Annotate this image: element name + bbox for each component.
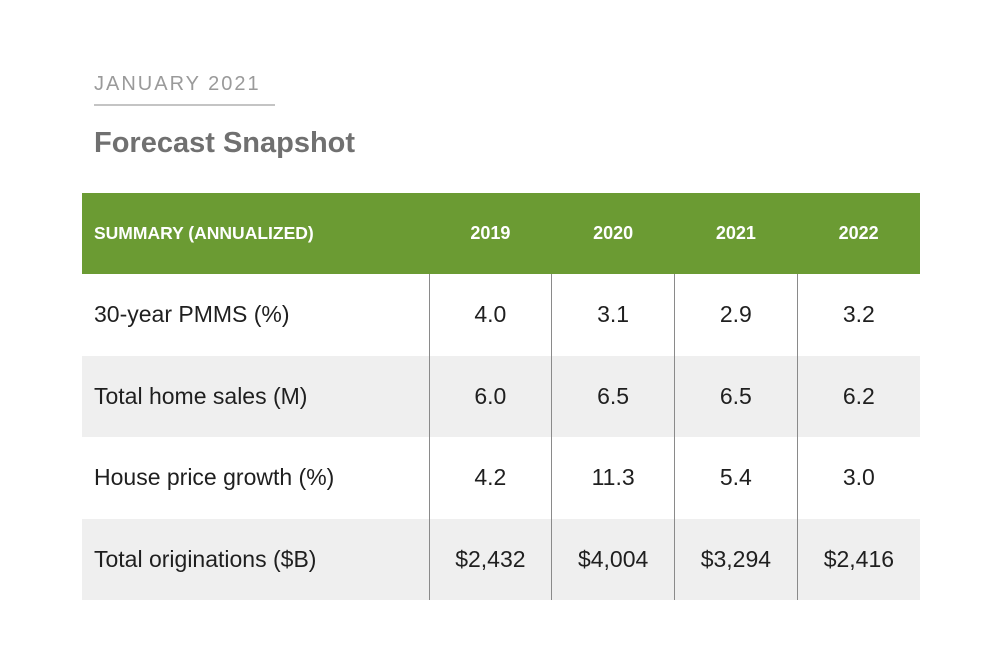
column-header-2021: 2021 bbox=[674, 193, 798, 274]
column-header-2022: 2022 bbox=[797, 193, 920, 274]
table-row: Total originations ($B) $2,432 $4,004 $3… bbox=[82, 518, 920, 600]
forecast-table: SUMMARY (ANNUALIZED) 2019 2020 2021 2022… bbox=[82, 193, 920, 600]
cell-originations-2020: $4,004 bbox=[551, 518, 675, 600]
date-underline bbox=[94, 104, 275, 106]
row-label-originations: Total originations ($B) bbox=[82, 518, 429, 600]
cell-home-sales-2019: 6.0 bbox=[428, 355, 552, 437]
row-label-home-sales: Total home sales (M) bbox=[82, 355, 429, 437]
cell-price-growth-2020: 11.3 bbox=[551, 437, 675, 519]
cell-originations-2019: $2,432 bbox=[428, 518, 552, 600]
row-label-price-growth: House price growth (%) bbox=[94, 464, 335, 491]
table-header-row: SUMMARY (ANNUALIZED) 2019 2020 2021 2022 bbox=[82, 193, 920, 274]
cell-price-growth-2019: 4.2 bbox=[428, 437, 552, 519]
cell-pmms-2019: 4.0 bbox=[428, 274, 552, 356]
column-header-2020: 2020 bbox=[551, 193, 675, 274]
table-row: 30-year PMMS (%) 4.0 3.1 2.9 3.2 bbox=[82, 274, 920, 356]
cell-home-sales-2021: 6.5 bbox=[674, 355, 798, 437]
table-row: House price growth (%) 4.2 11.3 5.4 3.0 bbox=[82, 437, 920, 519]
table-row: Total home sales (M) 6.0 6.5 6.5 6.2 bbox=[82, 355, 920, 437]
date-label: JANUARY 2021 bbox=[94, 73, 261, 95]
cell-originations-2021: $3,294 bbox=[674, 518, 798, 600]
cell-originations-2022: $2,416 bbox=[796, 518, 920, 600]
cell-pmms-2021: 2.9 bbox=[674, 274, 798, 356]
cell-home-sales-2022: 6.2 bbox=[796, 355, 920, 437]
cell-price-growth-2021: 5.4 bbox=[674, 437, 798, 519]
cell-pmms-2020: 3.1 bbox=[551, 274, 675, 356]
column-header-summary: SUMMARY (ANNUALIZED) bbox=[82, 193, 429, 274]
cell-price-growth-2022: 3.0 bbox=[796, 437, 920, 519]
page-title: Forecast Snapshot bbox=[94, 127, 356, 159]
cell-pmms-2022: 3.2 bbox=[796, 274, 920, 356]
row-label-pmms: 30-year PMMS (%) bbox=[94, 301, 290, 328]
cell-home-sales-2020: 6.5 bbox=[551, 355, 675, 437]
column-header-2019: 2019 bbox=[429, 193, 552, 274]
